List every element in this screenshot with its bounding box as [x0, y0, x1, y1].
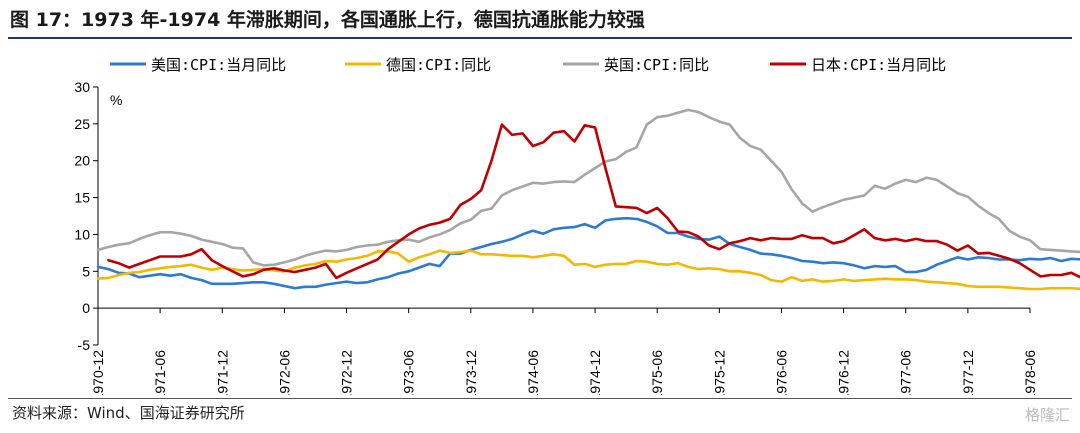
source-note: 资料来源：Wind、国海证券研究所	[12, 404, 245, 422]
y-tick-label: 5	[82, 263, 90, 279]
x-tick-label: 1974-12	[587, 350, 603, 395]
legend-label-3: 英国:CPI:同比	[604, 56, 709, 74]
x-tick-label: 1976-12	[836, 350, 852, 395]
x-tick-label: 1975-06	[649, 350, 665, 395]
x-tick-label: 1973-12	[463, 350, 479, 395]
chart-legend: 美国:CPI:当月同比 德国:CPI:同比 英国:CPI:同比 日本:CPI:当月同比	[110, 56, 946, 74]
x-tick-label: 1972-12	[339, 350, 355, 395]
legend-label-4: 日本:CPI:当月同比	[811, 56, 946, 74]
x-tick-label: 1974-06	[525, 350, 541, 395]
series-line-3	[96, 108, 1080, 267]
x-tick-label: 1972-06	[276, 350, 292, 395]
x-tick-label: 1975-12	[711, 350, 727, 395]
y-axis: -5 0 5 10 15 20 25 30	[74, 79, 99, 353]
y-tick-label: 10	[74, 226, 90, 242]
y-tick-label: 0	[82, 300, 90, 316]
x-tick-label: 1970-12	[90, 350, 106, 395]
source-divider	[8, 398, 1072, 399]
x-tick-label: 1976-06	[773, 350, 789, 395]
cpi-line-chart: 美国:CPI:当月同比 德国:CPI:同比 英国:CPI:同比 日本:CPI:当月同比…	[74, 56, 1080, 395]
y-tick-label: 20	[74, 153, 90, 169]
x-tick-label: 1971-12	[214, 350, 230, 395]
x-tick-label: 1971-06	[152, 350, 168, 395]
figure-title: 图 17：1973 年-1974 年滞胀期间，各国通胀上行，德国抗通胀能力较强	[10, 9, 645, 31]
x-tick-label: 1977-06	[898, 350, 914, 395]
y-axis-unit-label: %	[110, 92, 122, 108]
legend-label-1: 美国:CPI:当月同比	[151, 56, 286, 74]
x-tick-label: 1977-12	[960, 350, 976, 395]
x-tick-label: 1978-06	[1022, 350, 1038, 395]
x-axis: 1970-12 1971-06 1971-12 1972-06 1972-12 1973-…	[90, 307, 1038, 395]
y-tick-label: -5	[78, 337, 91, 353]
y-tick-label: 15	[74, 190, 90, 206]
y-tick-label: 25	[74, 116, 90, 132]
series-line-4	[107, 123, 1080, 280]
series-line-1	[96, 216, 1080, 290]
series-layer	[96, 108, 1080, 291]
title-divider	[8, 37, 1072, 39]
legend-label-2: 德国:CPI:同比	[386, 56, 491, 74]
watermark-logo: 格隆汇	[1024, 406, 1070, 424]
x-tick-label: 1973-06	[401, 350, 417, 395]
y-tick-label: 30	[74, 79, 90, 95]
